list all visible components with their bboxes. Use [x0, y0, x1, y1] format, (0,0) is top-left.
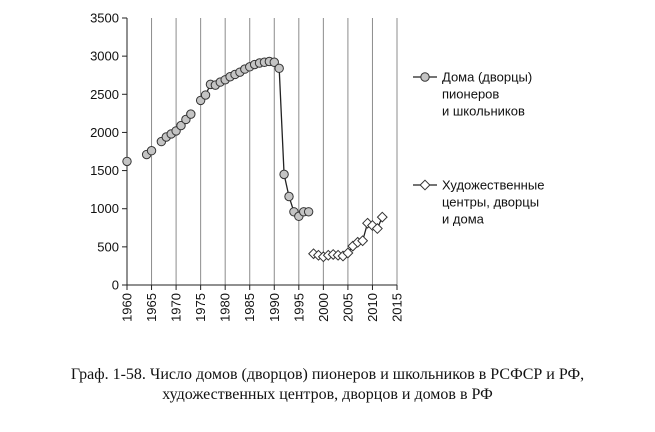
data-point — [371, 223, 383, 235]
series-1 — [122, 56, 314, 222]
y-tick-label: 500 — [97, 239, 119, 254]
data-point — [376, 211, 388, 223]
legend-label-line: центры, дворцы — [442, 195, 539, 210]
figure-caption: Граф. 1-58. Число домов (дворцов) пионер… — [0, 365, 655, 405]
legend-item-1: Дома (дворцы) пионеров и школьников — [413, 70, 532, 119]
y-tick-label: 2500 — [90, 87, 119, 102]
data-point — [366, 219, 378, 232]
y-tick-label: 1000 — [90, 201, 119, 216]
data-point — [146, 146, 157, 156]
x-tick-label: 2000 — [316, 293, 331, 322]
data-point — [186, 109, 196, 119]
x-tick-label: 1960 — [120, 293, 135, 322]
series-2 — [308, 211, 388, 263]
x-tick-label: 1975 — [193, 293, 208, 322]
y-tick-label: 3000 — [90, 49, 119, 64]
x-tick-label: 2010 — [365, 293, 380, 322]
y-tick-label: 3500 — [90, 11, 119, 26]
legend-label-line: Художественные — [442, 178, 544, 193]
legend-marker — [419, 179, 431, 191]
data-point — [279, 169, 289, 180]
data-point — [122, 156, 132, 167]
legend-label-line: и школьников — [442, 104, 525, 119]
x-tick-label: 2005 — [340, 293, 355, 322]
data-point — [200, 90, 211, 100]
data-point — [357, 235, 369, 247]
x-tick-label: 1970 — [169, 293, 184, 322]
caption-line-2: художественных центров, дворцов и домов … — [162, 386, 493, 403]
legend: Дома (дворцы) пионеров и школьников Художес… — [413, 70, 544, 227]
data-point — [303, 207, 314, 217]
legend-label-line: и дома — [442, 212, 485, 227]
data-point — [269, 57, 279, 67]
caption-line-1: Граф. 1-58. Число домов (дворцов) пионер… — [70, 366, 585, 383]
x-tick-label: 1990 — [267, 293, 282, 322]
x-tick-label: 1965 — [144, 293, 159, 322]
y-tick-label: 2000 — [90, 125, 119, 140]
series-layer — [122, 56, 388, 263]
x-tick-label: 1985 — [242, 293, 257, 322]
legend-marker — [420, 72, 430, 82]
data-point — [362, 217, 374, 229]
x-tick-label: 1980 — [218, 293, 233, 322]
data-point — [284, 191, 294, 202]
data-point — [274, 63, 284, 74]
legend-item-2: Художественные центры, дворцы и дома — [413, 178, 544, 227]
data-point — [342, 247, 354, 259]
x-tick-label: 2015 — [390, 293, 405, 322]
data-point — [176, 120, 186, 131]
legend-label-line: Дома (дворцы) — [442, 70, 532, 85]
chart: 0 500 1000 1500 2000 2500 3000 3500 1960 1965 1970… — [90, 11, 544, 322]
x-tick-label: 1995 — [291, 293, 306, 322]
axes: 0 500 1000 1500 2000 2500 3000 3500 1960 1965 1970… — [90, 11, 404, 322]
y-tick-label: 0 — [112, 278, 119, 293]
legend-label-line: пионеров — [442, 87, 499, 102]
y-tick-label: 1500 — [90, 163, 119, 178]
